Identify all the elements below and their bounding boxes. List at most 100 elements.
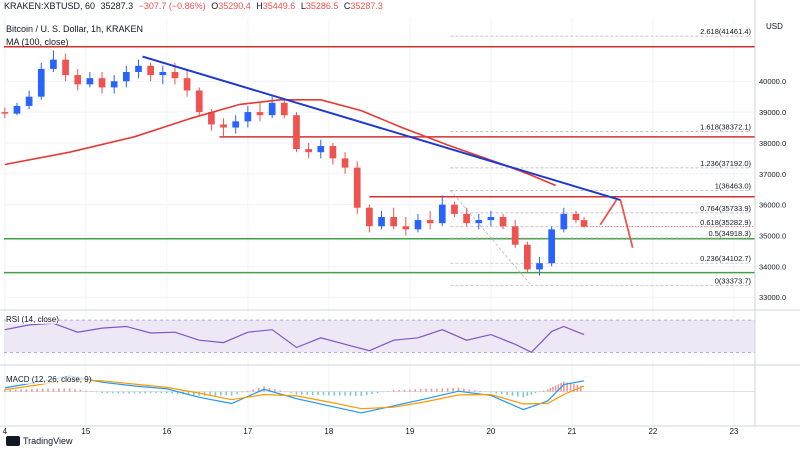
macd-hist-bar xyxy=(63,388,66,392)
macd-hist-bar xyxy=(534,391,537,394)
x-tick-label: 23 xyxy=(729,427,738,436)
fib-levels: 2.618(41461.4) 1.618(38372.1) 1.236(37192.… xyxy=(450,27,752,287)
candle-body xyxy=(171,71,179,79)
y-tick-label: 38000.0 xyxy=(759,139,786,148)
candle-body xyxy=(280,102,288,116)
macd-legend: MACD (12, 26, close, 9) xyxy=(6,375,92,384)
macd-hist-bar xyxy=(414,389,417,392)
macd-hist-bar xyxy=(573,384,575,392)
candle-body xyxy=(147,65,154,76)
x-tick-label: 22 xyxy=(648,427,657,436)
macd-hist-bar xyxy=(193,391,195,396)
macd-hist-bar xyxy=(230,391,233,396)
macd-hist-bar xyxy=(284,391,287,393)
macd-hist-bar xyxy=(376,391,379,394)
high-value: 35449.6 xyxy=(262,1,296,11)
candle-body xyxy=(232,121,240,128)
candle-body xyxy=(341,158,349,168)
macd-hist-bar xyxy=(295,391,298,395)
low-value: 35286.5 xyxy=(305,1,339,11)
macd-hist-bar xyxy=(25,389,28,392)
macd-hist-bar xyxy=(530,391,533,395)
candle-body xyxy=(293,115,300,150)
macd-hist-bar xyxy=(209,391,211,396)
macd-hist-bar xyxy=(85,390,87,392)
x-tick-label: 15 xyxy=(81,427,90,436)
close-label: C xyxy=(343,1,351,11)
close-value: 35287.3 xyxy=(350,1,383,11)
macd-hist-bar xyxy=(171,391,174,394)
y-tick-label: 34000.0 xyxy=(759,262,786,271)
fib-label: 0(33373.7) xyxy=(715,277,752,286)
macd-hist-bar xyxy=(79,389,82,392)
candle-body xyxy=(451,204,458,214)
macd-hist-bar xyxy=(198,391,201,396)
candle-body xyxy=(475,220,483,224)
currency-label: USD xyxy=(766,22,783,31)
macd-hist-bar xyxy=(468,389,471,392)
macd-hist-bar xyxy=(360,391,363,396)
fib-label: 0.236(34102.7) xyxy=(700,254,751,263)
macd-hist-bar xyxy=(457,387,460,392)
macd-hist-bar xyxy=(425,388,427,392)
macd-hist-bar xyxy=(579,385,582,392)
projection-arrow-1 xyxy=(619,199,634,249)
macd-hist-bar xyxy=(68,388,71,392)
fib-anchor-line xyxy=(450,190,532,286)
candle-body xyxy=(1,112,9,114)
fib-label: 0.618(35282.9) xyxy=(700,218,751,227)
macd-hist-bar xyxy=(122,391,125,394)
macd-hist-bar xyxy=(566,382,568,392)
candle-body xyxy=(244,112,252,122)
macd-hist-bar xyxy=(106,391,109,394)
macd-hist-bar xyxy=(546,389,549,392)
y-tick-label: 36000.0 xyxy=(759,201,786,210)
macd-hist-bar xyxy=(557,384,560,392)
candle-body xyxy=(524,244,531,270)
y-tick-label: 35000.0 xyxy=(759,232,786,241)
bearish-trendline xyxy=(142,55,621,201)
macd-hist-bar xyxy=(58,388,60,392)
candle-body xyxy=(378,216,385,227)
macd-hist-bar xyxy=(14,389,17,392)
rsi-line xyxy=(4,322,585,354)
macd-hist-bar xyxy=(430,388,433,392)
x-tick-label: 19 xyxy=(405,427,414,436)
candles xyxy=(1,50,588,276)
macd-hist-bar xyxy=(344,391,346,396)
candle-body xyxy=(536,263,543,270)
signal-line xyxy=(4,378,585,410)
tradingview-brand: TradingView xyxy=(23,436,73,446)
price-change: −307.7 (−0.86%) xyxy=(138,1,206,11)
macd-hist-bar xyxy=(225,391,228,396)
x-tick-label: 20 xyxy=(486,427,495,436)
candle-body xyxy=(62,59,69,76)
tradingview-logo[interactable]: TradingView xyxy=(6,436,73,446)
candle-body xyxy=(402,226,410,230)
macd-hist-bar xyxy=(549,388,552,392)
macd-hist-bar xyxy=(409,389,411,392)
candle-body xyxy=(220,124,227,128)
candle-body xyxy=(317,146,325,153)
macd-hist-bar xyxy=(392,390,395,392)
macd-hist-bar xyxy=(365,391,368,395)
projection-arrow-0 xyxy=(599,199,618,226)
macd-hist-bar xyxy=(160,391,163,394)
macd-hist-bar xyxy=(526,391,529,396)
macd-hist-bar xyxy=(74,389,76,392)
macd-hist-bar xyxy=(446,388,449,392)
candle-body xyxy=(268,102,276,116)
open-label: O xyxy=(211,1,219,11)
candle-body xyxy=(122,71,130,82)
fib-label: 2.618(41461.4) xyxy=(700,27,751,36)
macd-hist-bar xyxy=(36,388,39,392)
macd-hist-bar xyxy=(306,391,309,395)
macd-hist-bar xyxy=(333,391,336,396)
macd-hist-bar xyxy=(511,391,514,396)
macd-hist-bar xyxy=(241,391,244,393)
candle-body xyxy=(426,220,434,224)
macd-hist-bar xyxy=(31,388,33,392)
candle-body xyxy=(37,68,45,97)
candle-body xyxy=(548,229,555,264)
